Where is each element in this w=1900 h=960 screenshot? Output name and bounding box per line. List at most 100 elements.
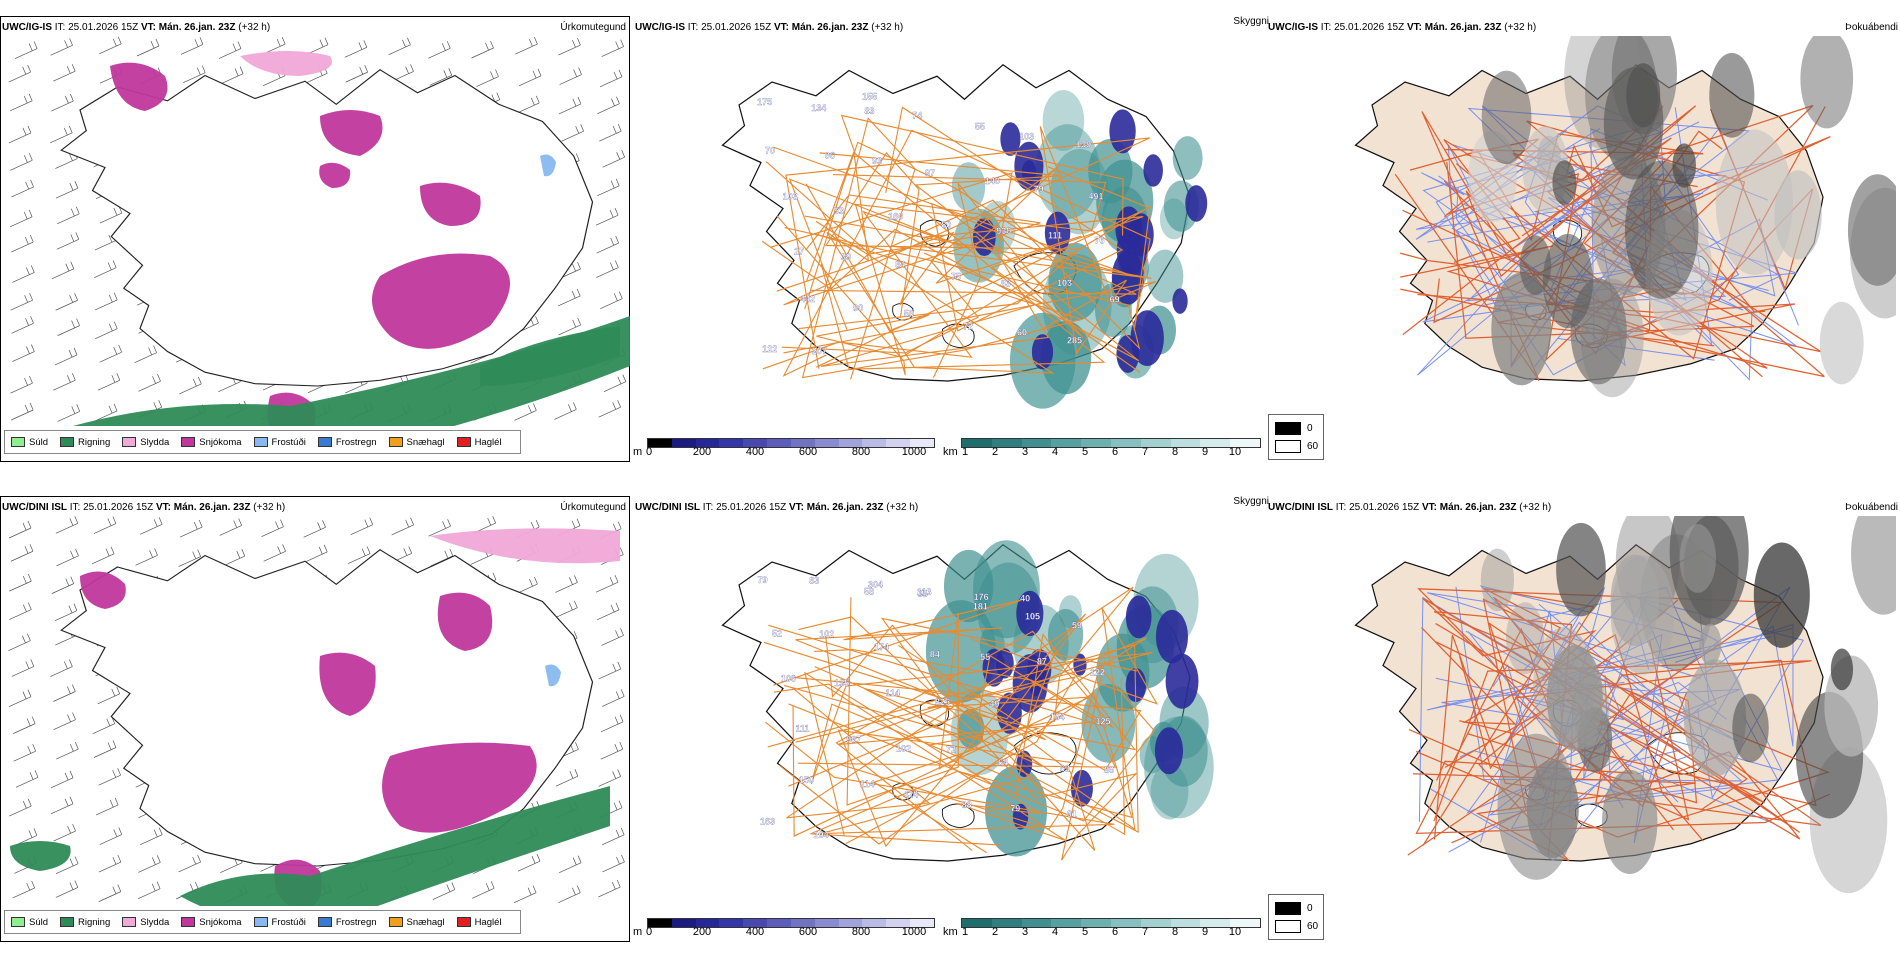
ceiling-label: 134: [811, 103, 826, 113]
visibility-tick: 2: [991, 446, 999, 458]
ceiling-label: 106: [781, 673, 796, 683]
ceiling-label: 75: [951, 272, 961, 282]
ceiling-label: 204: [814, 830, 829, 840]
ceiling-label: 79: [1034, 184, 1044, 194]
fog-legend-low: 60: [1307, 921, 1319, 932]
precip-legend-label: Frostregn: [335, 916, 377, 928]
precip-legend-label: Frostregn: [335, 436, 377, 448]
header-it-label: IT:: [702, 502, 714, 513]
fog-legend-low: 60: [1307, 441, 1319, 452]
precip-area: [73, 316, 630, 426]
fog-legend-white-swatch: [1275, 920, 1301, 933]
visibility-tick: 3: [1021, 926, 1029, 938]
fog-legend: 0 60: [1268, 414, 1324, 460]
header-it-value: 25.01.2026 15Z: [1334, 22, 1405, 33]
ceiling-label: 987: [846, 734, 861, 744]
ceiling-label: 97: [925, 168, 935, 178]
ceiling-label: 174: [874, 642, 889, 652]
header-it-value: 25.01.2026 15Z: [716, 502, 787, 513]
ceiling-tick: 1000: [901, 926, 927, 938]
header-vt-value: Mán. 26.jan. 23Z: [806, 502, 884, 513]
precip-area: [545, 664, 561, 687]
visibility-tick: 8: [1171, 926, 1179, 938]
precip-header: UWC/DINI ISL IT: 25.01.2026 15Z VT: Mán.…: [2, 502, 285, 513]
precip-legend-item: Frostúði: [253, 917, 306, 928]
ceiling-label: 96: [825, 150, 835, 160]
header-model: UWC/IG-IS: [635, 22, 685, 33]
fog-panel: UWC/DINI ISL IT: 25.01.2026 15Z VT: Mán.…: [1266, 490, 1900, 950]
precip-legend-swatch: [181, 437, 196, 447]
header-vt-label: VT:: [1421, 502, 1437, 513]
precip-area: [319, 162, 351, 188]
precip-legend-swatch: [456, 917, 471, 927]
ceiling-label: 125: [1095, 716, 1110, 726]
precip-legend: Súld Rigning Slydda Snjókoma Frostúði Fr…: [4, 430, 521, 454]
precip-legend-item: Frostregn: [317, 916, 377, 928]
ceiling-unit: m: [633, 446, 643, 458]
header-it-label: IT:: [54, 22, 66, 33]
ceiling-label: 442: [800, 294, 815, 304]
ceiling-label: 304: [868, 579, 883, 589]
precip-legend-item: Haglél: [456, 917, 502, 928]
ceiling-label: 175: [757, 97, 772, 107]
fog-map: [1354, 36, 1896, 398]
ceiling-label: 84: [930, 650, 940, 660]
ceiling-label: 111: [1048, 231, 1062, 241]
header-vt-value: Mán. 26.jan. 23Z: [791, 22, 869, 33]
ceiling-tick: 0: [645, 446, 653, 458]
ceiling-label: 285: [1067, 335, 1082, 345]
precip-area: [110, 62, 168, 111]
header-it-value: 25.01.2026 15Z: [701, 22, 772, 33]
header-lead: (+32 h): [886, 502, 919, 513]
precip-legend-item: Slydda: [122, 917, 169, 928]
header-it-label: IT:: [1320, 22, 1332, 33]
ceiling-label: 114: [885, 688, 900, 698]
precip-legend-item: Súld: [11, 437, 48, 448]
precip-legend-swatch: [317, 917, 332, 927]
precip-legend-item: Súld: [11, 917, 48, 928]
precip-legend-item: Haglél: [456, 437, 502, 448]
ceiling-label: 63: [1060, 764, 1070, 774]
fog-title: Þokuábendi: [1845, 22, 1898, 33]
ceiling-label: 102: [819, 629, 834, 639]
visibility-panel: UWC/DINI ISL IT: 25.01.2026 15Z VT: Mán.…: [633, 490, 1269, 950]
ceiling-label: 140: [985, 176, 1000, 186]
header-model: UWC/DINI ISL: [2, 502, 67, 513]
precip-legend-label: Snjókoma: [199, 916, 242, 928]
header-vt-label: VT:: [155, 502, 171, 513]
ceiling-label: 58: [864, 586, 874, 596]
header-vt-label: VT:: [788, 502, 804, 513]
precip-legend-swatch: [181, 917, 196, 927]
ceiling-label: 40: [1020, 593, 1030, 603]
ceiling-label: 90: [853, 303, 863, 313]
precip-legend-swatch: [317, 437, 332, 447]
precip-legend-swatch: [456, 437, 471, 447]
visibility-tick: 2: [991, 926, 999, 938]
visibility-tick: 7: [1141, 446, 1149, 458]
ceiling-label: 103: [783, 191, 798, 201]
fog-legend-black-swatch: [1275, 422, 1301, 435]
ceiling-label: 424: [903, 789, 918, 799]
ceiling-label: 93: [872, 156, 882, 166]
ceiling-label: 114: [860, 779, 875, 789]
header-vt-label: VT:: [140, 22, 156, 33]
precip-legend-item: Slydda: [122, 437, 169, 448]
header-model: UWC/IG-IS: [1268, 22, 1318, 33]
visibility-tick: 7: [1141, 926, 1149, 938]
ceiling-label: 103: [1057, 278, 1072, 288]
visibility-tick: 1: [961, 446, 969, 458]
ceiling-tick: 600: [798, 926, 818, 938]
precip-legend-swatch: [253, 917, 268, 927]
ceiling-label: 72: [946, 744, 956, 754]
ceiling-label: 79: [1010, 804, 1020, 814]
ceiling-label: 105: [1025, 612, 1040, 622]
ceiling-label: 150: [799, 775, 814, 785]
header-it-value: 25.01.2026 15Z: [1349, 502, 1420, 513]
ceiling-label: 103: [1019, 132, 1034, 142]
ceiling-tick: 800: [851, 926, 871, 938]
ceiling-label: 60: [1017, 328, 1027, 338]
precip-type-panel: UWC/IG-IS IT: 25.01.2026 15Z VT: Mán. 26…: [0, 10, 632, 470]
ceiling-label: 84: [895, 259, 905, 269]
precip-legend-label: Rigning: [78, 916, 111, 928]
ceiling-label: 87: [1037, 657, 1047, 667]
